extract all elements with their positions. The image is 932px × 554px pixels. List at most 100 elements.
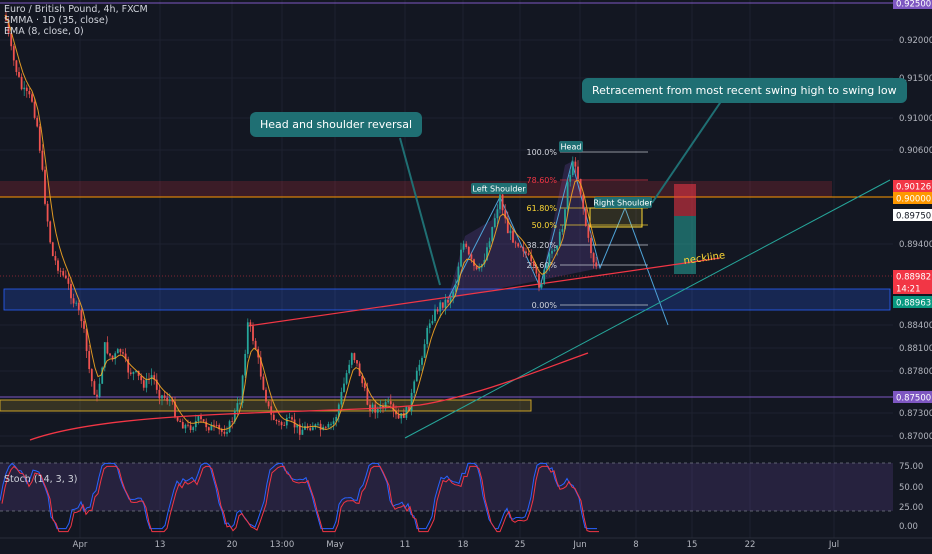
candle-body-132	[348, 364, 351, 374]
price-badge-bg-1	[893, 180, 932, 192]
price-badge-0: 0.92500	[896, 0, 931, 10]
smma-line	[29, 352, 589, 441]
candle-body-93	[246, 322, 249, 354]
candle-body-44	[119, 349, 122, 353]
candle-body-207	[543, 269, 546, 284]
candle-body-166	[436, 309, 439, 312]
candle-body-113	[298, 424, 301, 435]
x-tick-2: 20	[227, 540, 238, 550]
x-tick-0: Apr	[73, 540, 88, 550]
candle-body-58	[155, 379, 158, 390]
x-tick-11: 22	[745, 540, 756, 550]
take-profit-box	[674, 216, 696, 274]
candle-body-76	[202, 419, 205, 422]
callout-pointer-1	[399, 137, 441, 286]
price-badge-7: 0.87500	[896, 394, 931, 404]
candle-body-225	[590, 237, 592, 254]
candle-body-152	[400, 413, 403, 419]
candle-body-181	[475, 265, 478, 270]
fib-label-3: 50.0%	[532, 221, 558, 230]
candle-body-172	[452, 291, 455, 298]
fib-label-2: 61.80%	[526, 204, 557, 213]
candle-body-168	[441, 302, 444, 308]
stoch-tick-2: 25.00	[899, 503, 923, 513]
candle-body-192	[504, 210, 507, 219]
candle-body-146	[384, 402, 387, 409]
candle-body-22	[62, 271, 65, 276]
candle-body-12	[36, 117, 39, 127]
candle-body-200	[525, 251, 527, 254]
candle-body-218	[571, 161, 574, 175]
candle-body-23	[64, 275, 67, 279]
legend-symbol[interactable]: Euro / British Pound, 4h, FXCM	[4, 4, 148, 15]
right-shoulder-label: Right Shoulder	[593, 199, 653, 208]
neckline	[247, 257, 721, 327]
candle-body-87	[231, 421, 234, 423]
candle-body-199	[522, 247, 525, 252]
candle-body-205	[538, 273, 540, 288]
candle-body-29	[80, 310, 83, 322]
y-tick-3: 0.90600	[899, 146, 932, 156]
x-tick-7: 25	[515, 540, 526, 550]
candle-body-30	[83, 321, 85, 329]
legend-smma[interactable]: SMMA · 1D (35, close)	[4, 15, 109, 26]
candle-body-176	[462, 243, 465, 250]
candle-body-125	[330, 423, 332, 425]
candle-body-219	[574, 161, 577, 167]
candle-body-47	[127, 359, 130, 373]
candle-body-79	[210, 424, 213, 431]
candle-body-175	[460, 249, 462, 267]
candle-body-34	[93, 381, 96, 395]
candle-body-221	[579, 178, 582, 195]
candle-body-19	[54, 256, 57, 261]
candle-body-35	[96, 394, 98, 397]
fib-label-4: 38.20%	[526, 241, 557, 250]
candle-body-4	[15, 60, 18, 72]
candle-body-24	[67, 278, 70, 284]
candle-body-139	[366, 388, 369, 405]
candle-body-216	[566, 181, 569, 210]
candle-body-41	[111, 355, 114, 360]
stoch-legend[interactable]: Stoch (14, 3, 3)	[4, 474, 78, 485]
candle-body-127	[335, 416, 338, 422]
candle-body-114	[301, 429, 304, 435]
candle-body-109	[288, 417, 291, 419]
candle-body-226	[592, 253, 595, 263]
stoch-k-line	[0, 462, 597, 530]
candle-body-133	[350, 353, 353, 365]
trendline	[404, 179, 891, 439]
x-tick-5: 11	[400, 540, 411, 550]
candle-body-77	[205, 421, 208, 428]
candle-body-69	[184, 424, 187, 429]
candle-body-202	[530, 254, 533, 262]
y-tick-9: 0.87300	[899, 409, 932, 419]
candle-body-193	[506, 218, 509, 234]
x-tick-6: 18	[458, 540, 469, 550]
candle-body-177	[465, 243, 468, 247]
candle-body-145	[382, 405, 384, 409]
candle-body-57	[153, 375, 156, 380]
candle-body-227	[595, 262, 598, 267]
price-badge-4: 0.88982	[896, 273, 931, 283]
candle-body-17	[49, 221, 52, 243]
candle-body-78	[207, 427, 210, 431]
candle-body-84	[223, 431, 226, 434]
golden-pocket-box	[589, 207, 643, 228]
legend-ema[interactable]: EMA (8, close, 0)	[4, 26, 84, 37]
candle-body-28	[77, 302, 80, 311]
candle-body-167	[439, 302, 442, 312]
price-badge-bg-2	[893, 192, 932, 204]
candle-body-197	[517, 243, 520, 247]
candle-body-20	[57, 260, 59, 271]
y-tick-7: 0.88100	[899, 344, 932, 354]
candle-body-185	[486, 247, 488, 261]
candle-body-195	[512, 230, 514, 243]
candle-body-67	[179, 420, 182, 423]
candle-body-128	[337, 404, 340, 417]
price-badge-1: 0.90126	[896, 183, 931, 193]
candle-body-120	[317, 423, 319, 425]
resistance-zone	[0, 181, 832, 197]
x-tick-3: 13:00	[270, 540, 295, 550]
